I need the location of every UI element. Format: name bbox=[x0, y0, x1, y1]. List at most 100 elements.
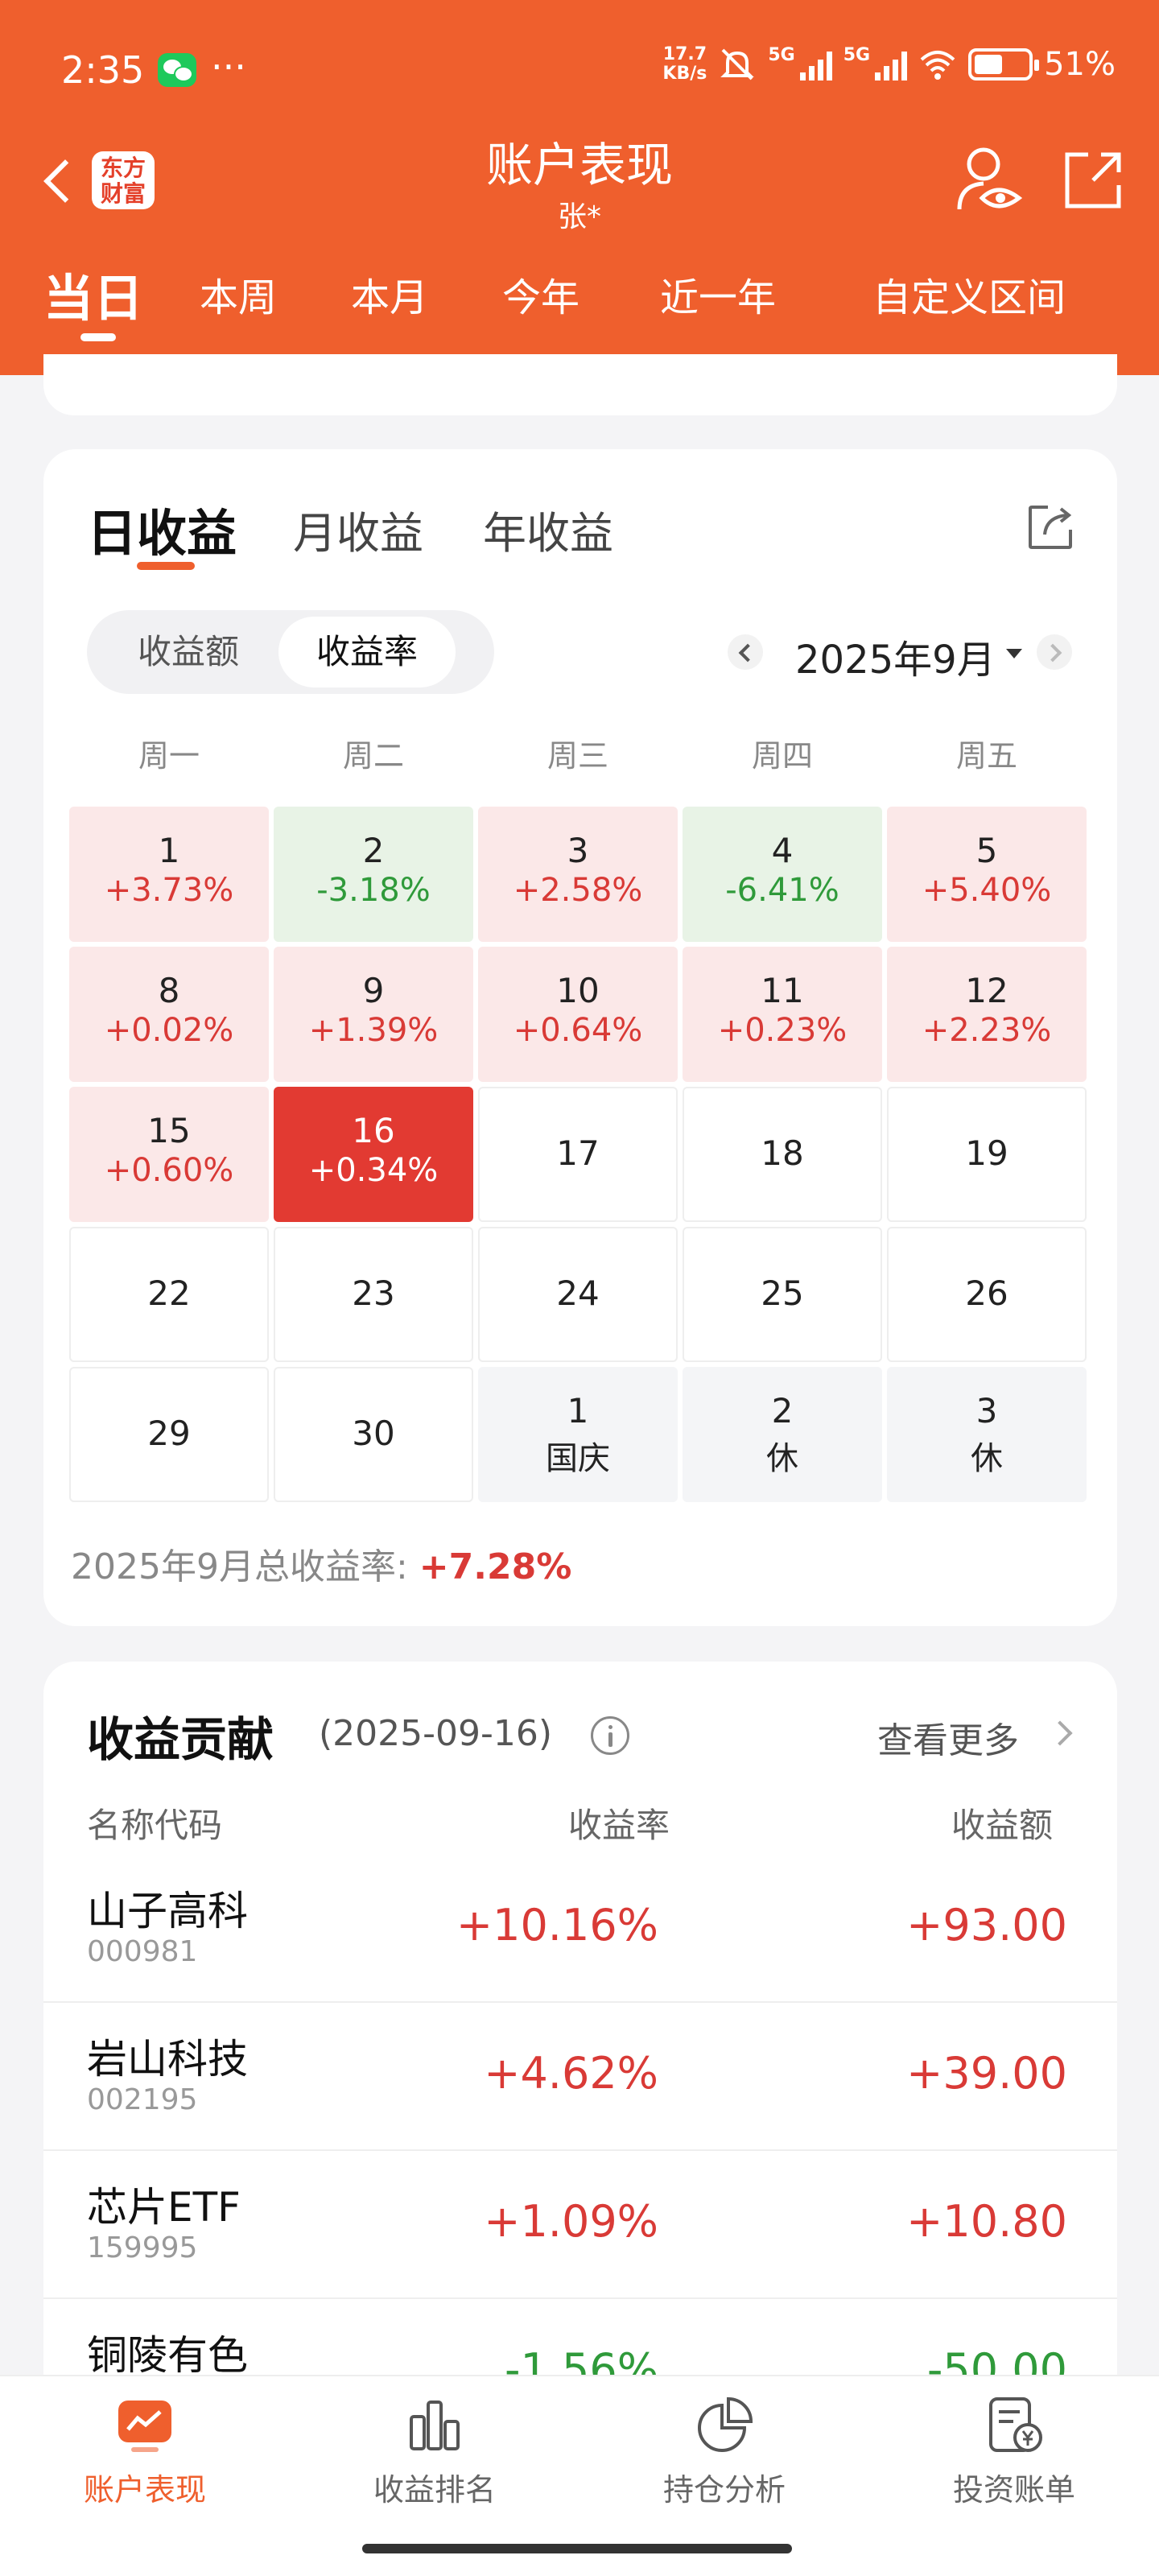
day-number: 24 bbox=[556, 1274, 600, 1313]
period-tabs: 当日 本周 本月 今年 近一年 自定义区间 bbox=[0, 258, 1159, 354]
holding-row[interactable]: 山子高科 000981 +10.16% +93.00 bbox=[43, 1855, 1117, 2003]
month-label[interactable]: 2025年9月 bbox=[795, 638, 996, 683]
calendar-day[interactable]: 8 +0.02% bbox=[69, 947, 269, 1082]
calendar-day-holiday[interactable]: 1 国庆 bbox=[478, 1367, 678, 1502]
account-name: 张* bbox=[557, 200, 601, 233]
info-icon[interactable] bbox=[591, 1716, 629, 1755]
day-number: 3 bbox=[975, 1391, 998, 1430]
calendar-grid: 1 +3.73% 2 -3.18% 3 +2.58% 4 -6.41% 5 +5.40% … bbox=[69, 807, 1091, 1505]
day-number: 30 bbox=[352, 1414, 395, 1453]
holding-code: 159995 bbox=[87, 2231, 198, 2264]
day-number: 29 bbox=[147, 1414, 191, 1453]
tab-today[interactable]: 当日 bbox=[43, 269, 144, 328]
speed-unit: KB/s bbox=[662, 64, 707, 84]
nav-label: 投资账单 bbox=[952, 2472, 1075, 2508]
day-rate: +2.58% bbox=[513, 872, 643, 909]
nav-investment-statement[interactable]: 投资账单 bbox=[869, 2394, 1159, 2509]
calendar-day[interactable]: 22 bbox=[69, 1227, 269, 1362]
month-total-value: +7.28% bbox=[419, 1546, 572, 1587]
tab-daily-earnings[interactable]: 日收益 bbox=[87, 504, 237, 563]
day-number: 2 bbox=[771, 1391, 794, 1430]
status-right: 17.7 KB/s 5G 5G 51% bbox=[662, 45, 1116, 84]
signal-icon-2 bbox=[875, 48, 908, 80]
calendar-day[interactable]: 5 +5.40% bbox=[887, 807, 1087, 942]
calendar-day[interactable]: 19 bbox=[887, 1087, 1087, 1222]
holding-row[interactable]: 岩山科技 002195 +4.62% +39.00 bbox=[43, 2003, 1117, 2151]
calendar-day[interactable]: 29 bbox=[69, 1367, 269, 1502]
day-number: 2 bbox=[362, 831, 385, 870]
month-dropdown-caret-icon[interactable] bbox=[1006, 649, 1022, 658]
month-selector: 2025年9月 bbox=[687, 617, 1090, 689]
tab-last-year[interactable]: 近一年 bbox=[660, 275, 777, 320]
view-more-link[interactable]: 查看更多 bbox=[877, 1720, 1019, 1761]
home-indicator[interactable] bbox=[362, 2544, 792, 2553]
toggle-amount[interactable]: 收益额 bbox=[137, 632, 239, 671]
tab-custom-range[interactable]: 自定义区间 bbox=[872, 275, 1066, 320]
calendar-day[interactable]: 9 +1.39% bbox=[274, 947, 473, 1082]
calendar-day[interactable]: 26 bbox=[887, 1227, 1087, 1362]
day-rate: +0.60% bbox=[104, 1152, 234, 1189]
holding-rate: +10.16% bbox=[456, 1900, 658, 1951]
day-number: 19 bbox=[965, 1133, 1008, 1173]
weekday-wed: 周三 bbox=[547, 738, 608, 774]
nav-earnings-ranking[interactable]: 收益排名 bbox=[290, 2394, 580, 2509]
calendar-day[interactable]: 4 -6.41% bbox=[683, 807, 882, 942]
calendar-day[interactable]: 3 +2.58% bbox=[478, 807, 678, 942]
share-icon[interactable] bbox=[1061, 148, 1125, 213]
nav-account-performance[interactable]: 账户表现 bbox=[0, 2394, 290, 2509]
bar-chart-icon bbox=[410, 2401, 460, 2450]
metric-toggle: 收益额 收益率 bbox=[87, 610, 494, 694]
holding-name: 芯片ETF bbox=[87, 2184, 241, 2231]
day-number: 4 bbox=[771, 831, 794, 870]
holding-row[interactable]: 芯片ETF 159995 +1.09% +10.80 bbox=[43, 2151, 1117, 2299]
tab-yearly-earnings[interactable]: 年收益 bbox=[483, 508, 613, 559]
day-rate: -6.41% bbox=[725, 872, 839, 909]
calendar-day[interactable]: 12 +2.23% bbox=[887, 947, 1087, 1082]
prev-month-chevron-icon[interactable] bbox=[728, 634, 763, 670]
calendar-day[interactable]: 24 bbox=[478, 1227, 678, 1362]
day-number: 23 bbox=[352, 1274, 395, 1313]
status-bar: 2:35 ··· 17.7 KB/s 5G 5G 51% bbox=[0, 0, 1159, 145]
calendar-day[interactable]: 15 +0.60% bbox=[69, 1087, 269, 1222]
nav-holdings-analysis[interactable]: 持仓分析 bbox=[580, 2394, 869, 2509]
holiday-note: 国庆 bbox=[546, 1440, 610, 1477]
nav-label: 收益排名 bbox=[373, 2472, 496, 2508]
export-icon[interactable] bbox=[1027, 502, 1075, 551]
calendar-day[interactable]: 25 bbox=[683, 1227, 882, 1362]
more-notifications-icon: ··· bbox=[211, 45, 246, 89]
contribution-date: (2025-09-16) bbox=[319, 1713, 553, 1754]
privacy-eye-icon[interactable] bbox=[955, 143, 1022, 216]
weekday-tue: 周二 bbox=[342, 738, 404, 774]
toggle-rate[interactable]: 收益率 bbox=[278, 617, 456, 687]
signal-icon bbox=[799, 48, 832, 80]
calendar-day[interactable]: 11 +0.23% bbox=[683, 947, 882, 1082]
calendar-day[interactable]: 17 bbox=[478, 1087, 678, 1222]
tab-this-week[interactable]: 本周 bbox=[200, 275, 278, 320]
calendar-day[interactable]: 2 -3.18% bbox=[274, 807, 473, 942]
calendar-day[interactable]: 1 +3.73% bbox=[69, 807, 269, 942]
period-tab-indicator bbox=[80, 333, 116, 341]
day-rate: +2.23% bbox=[922, 1012, 1052, 1049]
contribution-title: 收益贡献 bbox=[87, 1712, 274, 1767]
col-rate: 收益率 bbox=[568, 1806, 670, 1845]
calendar-day[interactable]: 23 bbox=[274, 1227, 473, 1362]
holding-name: 铜陵有色 bbox=[87, 2332, 248, 2379]
day-number: 1 bbox=[567, 1391, 589, 1430]
calendar-day[interactable]: 10 +0.64% bbox=[478, 947, 678, 1082]
day-number: 26 bbox=[965, 1274, 1008, 1313]
calendar-day[interactable]: 18 bbox=[683, 1087, 882, 1222]
day-number: 1 bbox=[158, 831, 180, 870]
day-rate: -3.18% bbox=[316, 872, 431, 909]
day-number: 22 bbox=[147, 1274, 191, 1313]
chevron-right-icon[interactable] bbox=[1047, 1720, 1073, 1746]
tab-this-month[interactable]: 本月 bbox=[351, 275, 429, 320]
calendar-day[interactable]: 30 bbox=[274, 1367, 473, 1502]
calendar-day-selected[interactable]: 16 +0.34% bbox=[274, 1087, 473, 1222]
tab-this-year[interactable]: 今年 bbox=[502, 275, 580, 320]
next-month-chevron-icon[interactable] bbox=[1037, 634, 1072, 670]
tab-monthly-earnings[interactable]: 月收益 bbox=[293, 508, 423, 559]
holding-code: 000981 bbox=[87, 1935, 198, 1968]
day-number: 9 bbox=[362, 971, 385, 1010]
